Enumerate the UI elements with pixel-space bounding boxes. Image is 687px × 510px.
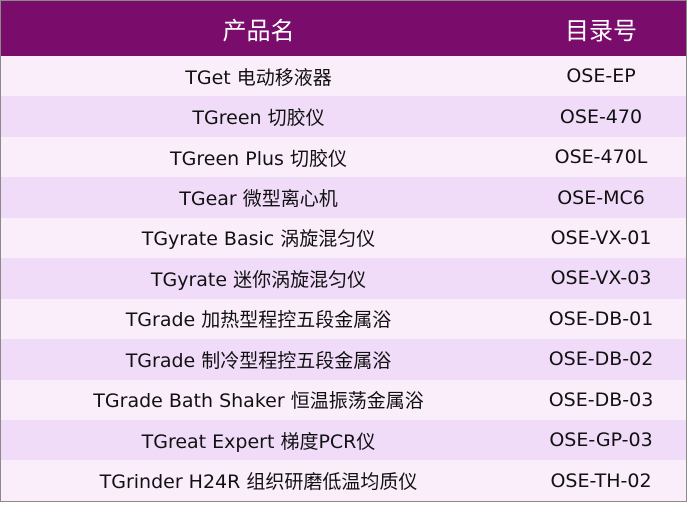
header-product-name: 产品名: [0, 0, 516, 56]
product-name-cell: TGreen 切胶仪: [0, 96, 516, 137]
table-row: TGyrate Basic 涡旋混匀仪 OSE-VX-01: [0, 217, 687, 259]
table-row: TGrinder H24R 组织研磨低温均质仪 OSE-TH-02: [0, 460, 687, 502]
table-row: TGrade 制冷型程控五段金属浴 OSE-DB-02: [0, 339, 687, 380]
product-name-cell: TGear 微型离心机: [0, 177, 516, 218]
table-row: TGreat Expert 梯度PCR仪 OSE-GP-03: [0, 419, 687, 461]
table-row: TGyrate 迷你涡旋混匀仪 OSE-VX-03: [0, 258, 687, 299]
product-name-cell: TGreen Plus 切胶仪: [0, 136, 516, 178]
catalog-number-cell: OSE-MC6: [516, 177, 687, 218]
product-name-cell: TGrinder H24R 组织研磨低温均质仪: [0, 460, 516, 502]
product-name-cell: TGrade 制冷型程控五段金属浴: [0, 339, 516, 380]
product-name-cell: TGrade 加热型程控五段金属浴: [0, 298, 516, 340]
product-name-cell: TGyrate 迷你涡旋混匀仪: [0, 258, 516, 299]
table-row: TGreen Plus 切胶仪 OSE-470L: [0, 136, 687, 178]
catalog-number-cell: OSE-DB-02: [516, 339, 687, 380]
catalog-number-cell: OSE-470L: [516, 136, 687, 178]
table-row: TGear 微型离心机 OSE-MC6: [0, 177, 687, 218]
catalog-number-cell: OSE-EP: [516, 56, 687, 97]
product-name-cell: TGreat Expert 梯度PCR仪: [0, 419, 516, 461]
product-name-cell: TGyrate Basic 涡旋混匀仪: [0, 217, 516, 259]
catalog-number-cell: OSE-TH-02: [516, 460, 687, 502]
catalog-number-cell: OSE-VX-03: [516, 258, 687, 299]
catalog-number-cell: OSE-DB-03: [516, 379, 687, 420]
header-row: 产品名 目录号: [0, 0, 687, 56]
product-name-cell: TGrade Bath Shaker 恒温振荡金属浴: [0, 379, 516, 420]
catalog-number-cell: OSE-470: [516, 96, 687, 137]
table-row: TGreen 切胶仪 OSE-470: [0, 96, 687, 137]
header-catalog-number: 目录号: [516, 0, 687, 56]
table-row: TGrade Bath Shaker 恒温振荡金属浴 OSE-DB-03: [0, 379, 687, 420]
catalog-number-cell: OSE-VX-01: [516, 217, 687, 259]
catalog-number-cell: OSE-GP-03: [516, 419, 687, 461]
product-name-cell: TGet 电动移液器: [0, 56, 516, 97]
catalog-number-cell: OSE-DB-01: [516, 298, 687, 340]
table-row: TGrade 加热型程控五段金属浴 OSE-DB-01: [0, 298, 687, 340]
table-row: TGet 电动移液器 OSE-EP: [0, 56, 687, 97]
